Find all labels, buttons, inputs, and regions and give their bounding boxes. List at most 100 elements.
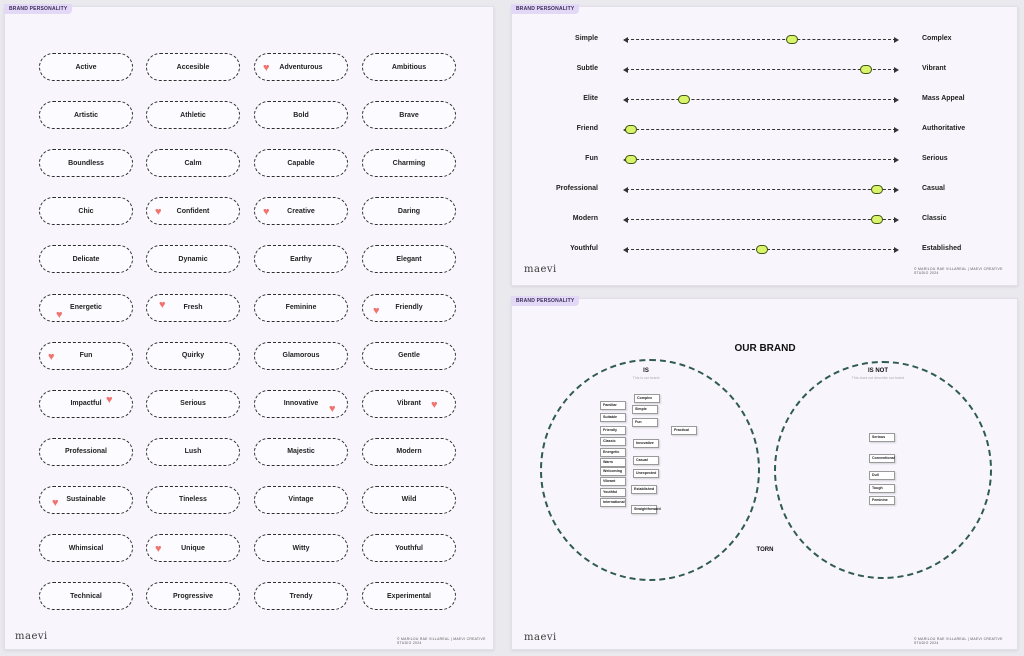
word-card[interactable]: Energetic ♥: [39, 293, 133, 322]
word-card[interactable]: Trendy: [254, 582, 348, 611]
word-card[interactable]: Elegant: [362, 245, 456, 274]
arrow-left-icon: [623, 246, 628, 253]
word-card[interactable]: Youthful: [362, 534, 456, 562]
word-card[interactable]: Vintage: [254, 485, 348, 514]
slider-right-label: Established: [922, 245, 962, 252]
sticky-note[interactable]: Warm: [600, 458, 626, 467]
sticky-note[interactable]: Practical: [671, 426, 697, 435]
heart-icon: ♥: [263, 206, 270, 219]
word-card[interactable]: Boundless: [39, 149, 133, 178]
word-card-label: Majestic: [287, 448, 315, 456]
sticky-note[interactable]: Feminine: [869, 496, 895, 505]
word-card[interactable]: Wild: [362, 485, 456, 514]
sticky-note[interactable]: Established: [631, 485, 657, 494]
arrow-right-icon: [894, 246, 899, 253]
word-card-label: Feminine: [285, 304, 317, 311]
word-card[interactable]: Progressive: [146, 582, 240, 611]
word-card[interactable]: Sustainable ♥: [39, 485, 133, 514]
word-card[interactable]: Accesible: [146, 53, 240, 81]
sticky-note[interactable]: Energetic: [600, 448, 626, 457]
word-card[interactable]: Athletic: [146, 101, 240, 130]
word-card[interactable]: Charming: [362, 149, 456, 178]
word-card-label: Artistic: [73, 111, 99, 119]
slider-knob[interactable]: [786, 34, 799, 44]
board-tag: BRAND PERSONALITY: [4, 4, 73, 14]
word-card-label: Friendly: [395, 304, 423, 311]
slider-knob[interactable]: [860, 64, 873, 74]
word-card[interactable]: Adventurous ♥: [254, 53, 348, 81]
sticky-note[interactable]: Classic: [600, 437, 626, 446]
sticky-note[interactable]: Suitable: [600, 413, 626, 422]
word-card[interactable]: Chic: [39, 197, 133, 226]
word-card[interactable]: Whimsical: [39, 534, 133, 562]
word-card-label: Bold: [293, 111, 309, 119]
sticky-note[interactable]: Casual: [633, 456, 659, 465]
slider-right-label: Serious: [922, 155, 948, 162]
slider-knob[interactable]: [871, 184, 884, 194]
slider-knob[interactable]: [871, 214, 884, 224]
word-card[interactable]: Impactful ♥: [39, 389, 133, 418]
word-card[interactable]: Vibrant ♥: [362, 389, 456, 418]
word-card-label: Sustainable: [66, 496, 106, 504]
word-card[interactable]: Brave: [362, 101, 456, 130]
sliders-board: BRAND PERSONALITY Simple Complex Subtle Vib…: [511, 4, 1018, 286]
word-card[interactable]: Earthy: [254, 245, 348, 274]
word-card[interactable]: Confident ♥: [146, 197, 240, 226]
word-card[interactable]: Experimental: [362, 582, 456, 611]
word-card[interactable]: Lush: [146, 437, 240, 466]
word-card[interactable]: Calm: [146, 149, 240, 178]
sticky-note[interactable]: Fun: [632, 418, 658, 427]
word-card[interactable]: Capable: [254, 149, 348, 178]
word-card[interactable]: Fun ♥: [39, 341, 133, 370]
word-card[interactable]: Technical: [39, 582, 133, 611]
word-card[interactable]: Gentle: [362, 341, 456, 370]
sticky-note[interactable]: Youthful: [600, 488, 626, 497]
word-card[interactable]: Friendly ♥: [362, 293, 456, 322]
word-card[interactable]: Serious: [146, 389, 240, 418]
word-card[interactable]: Witty: [254, 534, 348, 562]
word-card[interactable]: Active: [39, 53, 133, 81]
sticky-note[interactable]: Welcoming: [600, 467, 626, 476]
sticky-note[interactable]: Friendly: [600, 426, 626, 435]
slider-knob[interactable]: [756, 244, 769, 254]
word-card[interactable]: Daring: [362, 197, 456, 226]
heart-icon: ♥: [431, 398, 438, 411]
sticky-note[interactable]: Vibrant: [600, 477, 626, 486]
sticky-note[interactable]: Simple: [632, 405, 658, 414]
word-card[interactable]: Majestic: [254, 437, 348, 466]
word-card[interactable]: Ambitious: [362, 53, 456, 81]
slider-track: [626, 129, 896, 130]
word-card[interactable]: Artistic: [39, 101, 133, 130]
word-card[interactable]: Glamorous: [254, 341, 348, 370]
slider-knob[interactable]: [625, 124, 638, 134]
word-card-label: Boundless: [68, 159, 104, 167]
word-card[interactable]: Professional: [39, 437, 133, 466]
word-card[interactable]: Quirky: [146, 341, 240, 370]
slider-knob[interactable]: [625, 154, 638, 164]
sticky-note[interactable]: Complex: [634, 394, 660, 403]
sticky-note[interactable]: International: [600, 498, 626, 507]
sticky-note[interactable]: Straightforward: [631, 505, 661, 514]
word-card-label: Vibrant: [397, 400, 421, 408]
sticky-note[interactable]: Conventional: [869, 454, 895, 463]
sticky-note[interactable]: Innovative: [633, 439, 659, 448]
sticky-note[interactable]: Tough: [869, 484, 895, 493]
word-card[interactable]: Feminine: [254, 293, 348, 322]
word-card[interactable]: Modern: [362, 437, 456, 466]
word-card[interactable]: Innovative ♥: [254, 389, 348, 418]
word-card-label: Charming: [392, 159, 426, 167]
word-card[interactable]: Delicate: [39, 245, 133, 274]
word-card-label: Tineless: [179, 496, 207, 504]
word-card[interactable]: Creative ♥: [254, 197, 348, 226]
word-card[interactable]: Bold: [254, 101, 348, 130]
word-card[interactable]: Tineless: [146, 485, 240, 514]
slider-knob[interactable]: [678, 94, 691, 104]
sticky-note[interactable]: Dull: [869, 471, 895, 480]
sticky-note[interactable]: Familiar: [600, 401, 626, 410]
sticky-note[interactable]: Serious: [869, 433, 895, 442]
word-card[interactable]: Unique ♥: [146, 534, 240, 562]
slider-left-label: Subtle: [576, 65, 598, 72]
word-card[interactable]: Fresh ♥: [146, 293, 240, 322]
word-card[interactable]: Dynamic: [146, 245, 240, 274]
sticky-note[interactable]: Unexpected: [633, 469, 659, 478]
